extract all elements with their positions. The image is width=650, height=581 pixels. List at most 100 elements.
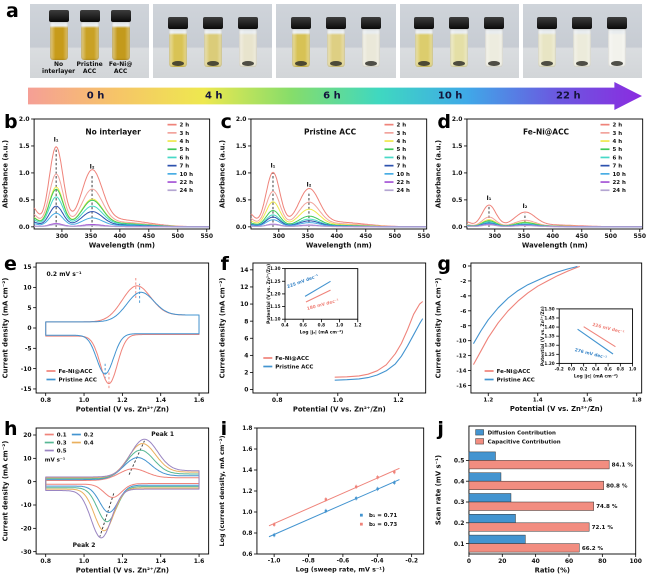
panel-e: e 0.8 1.0 1.2 1.4 1.6 -15 -10 -5 0 5 10 15 Potential… (0, 255, 217, 420)
sediment (206, 61, 219, 66)
sediment (541, 61, 554, 66)
svg-text:-10: -10 (21, 502, 32, 509)
svg-text:2 h: 2 h (180, 123, 190, 129)
svg-text:500: 500 (388, 233, 400, 240)
svg-text:1.2: 1.2 (393, 397, 404, 404)
svg-text:Log |jₐ| (mA cm⁻²): Log |jₐ| (mA cm⁻²) (299, 329, 342, 335)
vial-liquid (327, 29, 345, 67)
vial-label: Pristine ACC (76, 61, 103, 75)
vial: No interlayer (42, 10, 75, 75)
svg-text:1.15: 1.15 (270, 304, 280, 309)
svg-text:72.1 %: 72.1 % (592, 525, 614, 531)
svg-text:3 h: 3 h (180, 131, 190, 137)
vial-cap-icon (167, 17, 188, 29)
axes: -1.0 -0.8 -0.6 -0.4 -0.2 0.6 0.8 1.0 1.2 1.4 1.6 1.… (218, 426, 418, 574)
svg-text:84.1 %: 84.1 % (612, 463, 634, 469)
svg-text:-30: -30 (21, 549, 32, 556)
axes: 1.2 1.4 1.6 1.8 0 -2 -4 -6 -8 -10 -12 -14 -16 Potenti… (435, 264, 642, 413)
chart-b-value-fit: -1.0 -0.8 -0.6 -0.4 -0.2 0.6 0.8 1.0 1.2 1.4 1.6 1.… (218, 426, 424, 574)
svg-text:-0.8: -0.8 (302, 559, 315, 565)
series-b₂ = 0.73 (268, 467, 400, 527)
svg-text:0.1: 0.1 (454, 541, 465, 548)
svg-text:350: 350 (518, 233, 530, 240)
panel-f: f 0.8 1.0 1.2 0 2 4 6 8 10 12 14 Potential (V vs. Z… (217, 255, 434, 420)
series-Pristine ACC (334, 318, 423, 381)
chart-grid: b 300 350 400 450 500 550 0.0 0.5 1.0 1.5 2.0 Wavel… (0, 113, 650, 581)
svg-text:I₁: I₁ (270, 163, 275, 170)
svg-text:0.0: 0.0 (236, 224, 247, 231)
svg-text:2: 2 (244, 370, 248, 377)
legend: 0.1 0.2 0.3 0.4 0.5 mV s⁻¹ (45, 433, 94, 464)
svg-text:10: 10 (240, 301, 248, 308)
svg-text:1.0: 1.0 (336, 322, 343, 327)
svg-text:0.8: 0.8 (272, 397, 283, 404)
svg-text:4 h: 4 h (396, 139, 406, 145)
chart-uvvis-no-interlayer: 300 350 400 450 500 550 0.0 0.5 1.0 1.5 2.0 Wavelen… (1, 116, 213, 249)
chart-uvvis-fe-ni-acc: 300 350 400 450 500 550 0.0 0.5 1.0 1.5 2.0 Wavelen… (435, 116, 647, 249)
svg-text:0.2: 0.2 (84, 433, 94, 439)
vial-cap-icon (607, 17, 628, 29)
series-0.5 (45, 438, 200, 539)
svg-text:2.0: 2.0 (19, 116, 30, 123)
vial-liquid (49, 22, 68, 60)
svg-text:60: 60 (565, 558, 573, 565)
svg-text:-8: -8 (461, 324, 467, 330)
vial (604, 17, 630, 67)
vial-cap-icon (291, 17, 311, 29)
svg-text:0.4: 0.4 (281, 322, 288, 327)
svg-text:14: 14 (240, 267, 248, 274)
svg-text:-0.2: -0.2 (555, 367, 564, 372)
svg-text:2.0: 2.0 (452, 116, 463, 123)
svg-text:Pristine ACC: Pristine ACC (275, 364, 313, 370)
svg-text:Fe-Ni@ACC: Fe-Ni@ACC (523, 127, 570, 136)
svg-text:4 h: 4 h (613, 139, 623, 145)
panel-h: h 0.8 1.0 1.2 1.4 1.6 -30 -20 -10 0 10 20 Potential… (0, 420, 217, 581)
vial (446, 17, 472, 67)
vial-cap-icon (414, 17, 435, 29)
svg-text:-6: -6 (461, 309, 467, 315)
plot-area: 0.8 1.0 1.2 1.4 1.6 -15 -10 -5 0 5 10 15 Potential (… (1, 262, 210, 413)
axes: 300 350 400 450 500 550 0.0 0.5 1.0 1.5 2.0 Wavelen… (218, 116, 430, 249)
svg-text:-10: -10 (21, 366, 32, 373)
svg-text:5 h: 5 h (180, 147, 190, 153)
svg-text:1.8: 1.8 (632, 398, 642, 404)
sediment (171, 61, 184, 66)
svg-text:0.5: 0.5 (57, 449, 67, 455)
svg-text:6: 6 (244, 335, 248, 342)
panel-label-h: h (4, 418, 18, 440)
series-Pristine ACC (45, 291, 200, 375)
svg-text:8: 8 (244, 318, 248, 325)
vial-label: No interlayer (42, 61, 76, 75)
svg-text:300: 300 (489, 233, 501, 240)
svg-text:0.5: 0.5 (236, 197, 247, 204)
svg-text:1.4: 1.4 (533, 398, 543, 404)
svg-text:1.0: 1.0 (79, 558, 90, 565)
panel-j: j 0 20 40 60 80 100 Ratio (%) Scan rate (mV s⁻¹… (433, 420, 650, 581)
svg-text:-0.4: -0.4 (371, 559, 384, 565)
legend: b₁ = 0.71 b₂ = 0.73 (359, 513, 397, 528)
plot-area: 0.8 1.0 1.2 1.4 1.6 -30 -20 -10 0 10 20 Potential (… (1, 427, 210, 574)
svg-text:1.4: 1.4 (155, 558, 166, 565)
vial-cap-icon (484, 17, 505, 29)
svg-text:7 h: 7 h (613, 164, 623, 170)
svg-text:Capacitive Contribution: Capacitive Contribution (488, 440, 561, 446)
svg-text:1.50: 1.50 (545, 306, 555, 311)
svg-text:20: 20 (498, 558, 506, 565)
sediment (488, 61, 501, 66)
vial-photo-10h (399, 4, 519, 78)
vial (200, 17, 226, 67)
svg-text:400: 400 (114, 233, 127, 240)
series-Pristine ACC (577, 328, 614, 355)
svg-text:24 h: 24 h (613, 188, 627, 194)
svg-text:Potential (V vs. Zn²⁺/Zn): Potential (V vs. Zn²⁺/Zn) (76, 405, 169, 413)
svg-text:1.6: 1.6 (194, 397, 205, 404)
svg-text:0.6: 0.6 (299, 322, 306, 327)
inset-plot: 0.4 0.6 0.8 1.0 1.2 1.10 1.15 1.20 1.25 1.30 Log |… (266, 264, 362, 335)
axes: 0 20 40 60 80 100 Ratio (%) Scan rate (mV s⁻¹) 0… (435, 455, 643, 574)
vial-liquid (573, 29, 592, 67)
svg-text:1.5: 1.5 (19, 143, 30, 150)
svg-text:No interlayer: No interlayer (85, 127, 141, 136)
svg-text:5 h: 5 h (613, 147, 623, 153)
svg-text:Log (current density, mA cm⁻²): Log (current density, mA cm⁻²) (218, 435, 226, 546)
